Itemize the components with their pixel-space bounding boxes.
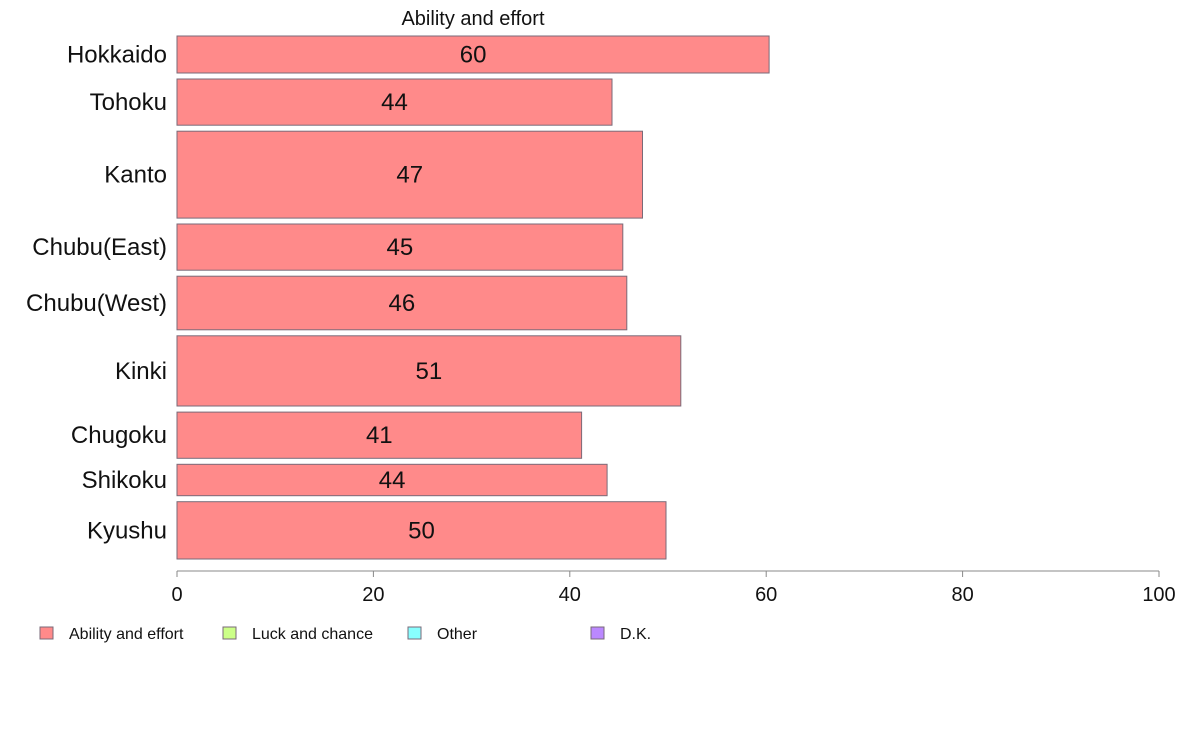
bar-kinki xyxy=(176,335,682,407)
category-label: Kinki xyxy=(115,358,167,385)
bar-kanto xyxy=(176,130,643,219)
legend-swatch-luck-and-chance xyxy=(222,626,237,640)
category-label: Chubu(West) xyxy=(26,290,167,317)
x-tick-label: 20 xyxy=(362,584,384,606)
data-label: 60 xyxy=(460,42,487,69)
x-tick-label: 100 xyxy=(1142,584,1175,606)
data-label: 45 xyxy=(387,234,414,261)
category-label: Shikoku xyxy=(82,467,167,494)
bar-tohoku xyxy=(176,78,613,126)
bar-chugoku xyxy=(176,411,583,459)
legend-swatch-ability-and-effort xyxy=(39,626,54,640)
data-label: 44 xyxy=(381,89,408,116)
bar-kyushu xyxy=(176,501,667,560)
category-label: Chubu(East) xyxy=(32,234,167,261)
legend: Ability and effort Luck and chance Other D.… xyxy=(39,626,651,643)
category-label: Kyushu xyxy=(87,517,167,544)
legend-label-luck-and-chance: Luck and chance xyxy=(252,626,373,643)
bar-chubu-west xyxy=(176,275,628,331)
bars-layer: Hokkaido 60 Tohoku 44 Kanto 47 Chubu(East) 45 Ch… xyxy=(26,35,770,560)
chart-title: Ability and effort xyxy=(401,8,544,30)
bar-chubu-east xyxy=(176,223,624,271)
category-label: Hokkaido xyxy=(67,42,167,69)
category-label: Chugoku xyxy=(71,422,167,449)
bar-shikoku xyxy=(176,463,608,497)
x-axis: 0 20 40 60 80 100 xyxy=(171,570,1176,606)
data-label: 47 xyxy=(396,162,423,189)
legend-swatch-d-k xyxy=(590,626,605,640)
data-label: 44 xyxy=(379,467,406,494)
data-label: 46 xyxy=(389,290,416,317)
category-label: Tohoku xyxy=(90,89,167,116)
category-label: Kanto xyxy=(104,162,167,189)
legend-label-ability-and-effort: Ability and effort xyxy=(69,626,184,643)
x-tick-label: 60 xyxy=(755,584,777,606)
data-label: 50 xyxy=(408,517,435,544)
x-tick-label: 0 xyxy=(171,584,182,606)
data-label: 41 xyxy=(366,422,393,449)
data-label: 51 xyxy=(416,358,443,385)
legend-label-d-k: D.K. xyxy=(620,626,651,643)
bar-hokkaido xyxy=(176,35,770,74)
x-tick-label: 80 xyxy=(951,584,973,606)
x-tick-label: 40 xyxy=(559,584,581,606)
legend-label-other: Other xyxy=(437,626,478,643)
legend-swatch-other xyxy=(407,626,422,640)
